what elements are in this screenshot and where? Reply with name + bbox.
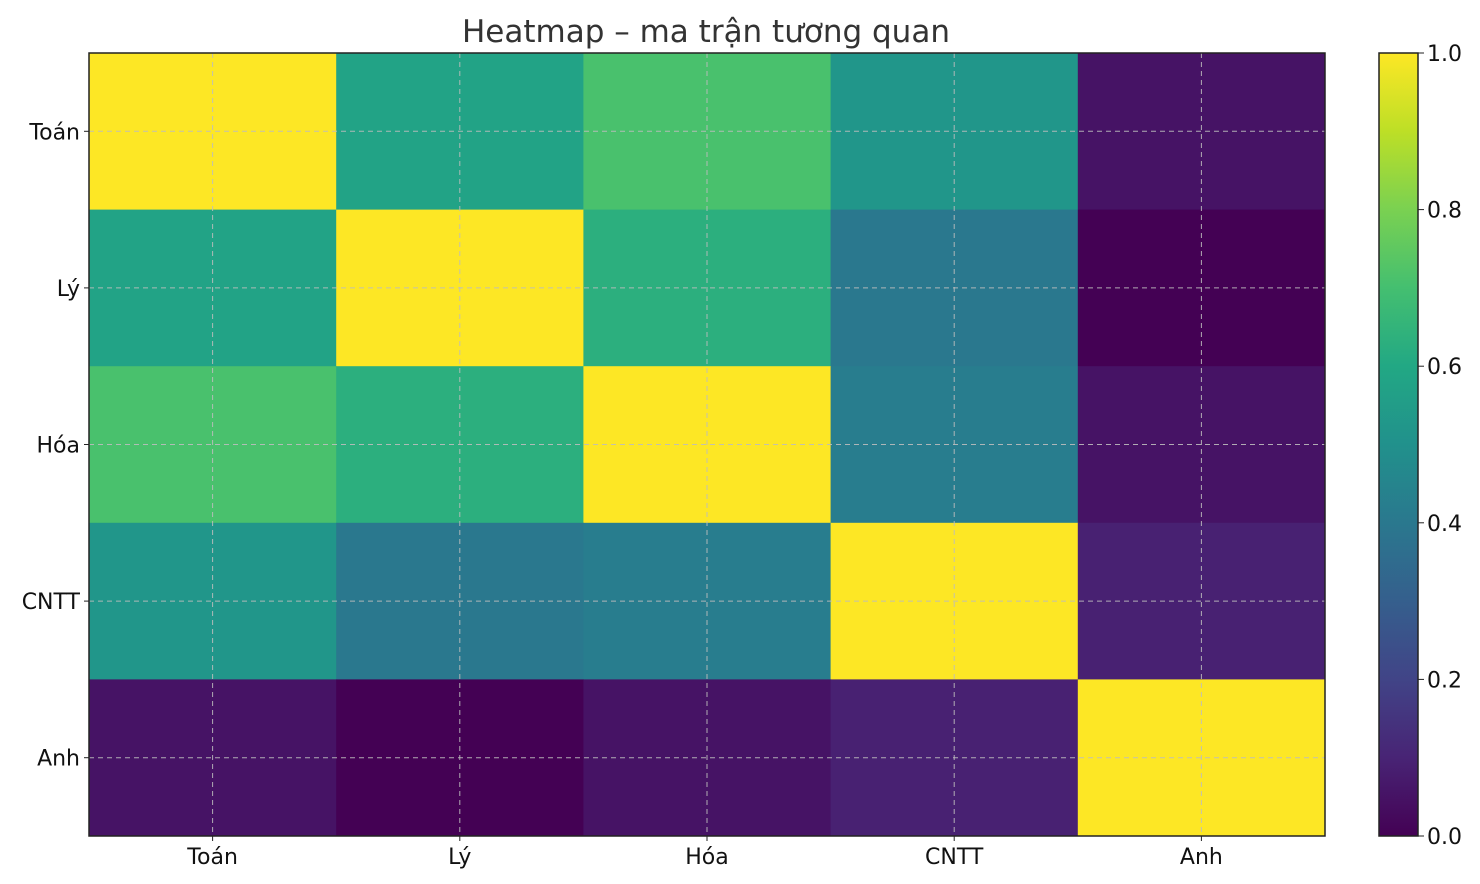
y-tick-label: Lý: [57, 277, 80, 302]
x-tick-label: CNTT: [925, 845, 984, 870]
colorbar-tick-label: 0.4: [1427, 512, 1462, 537]
colorbar-tick-label: 0.2: [1427, 668, 1462, 693]
colorbar-tick-label: 0.6: [1427, 355, 1462, 380]
y-tick-label: Hóa: [37, 434, 80, 459]
colorbar-gradient: [1378, 52, 1419, 837]
x-tick-label: Toán: [186, 845, 238, 870]
colorbar-tick-label: 1.0: [1427, 42, 1462, 67]
x-tick-label: Anh: [1180, 845, 1223, 870]
y-tick-label: Anh: [37, 747, 80, 772]
y-tick-label: CNTT: [22, 590, 81, 615]
y-axis: Toán Lý Hóa CNTT Anh: [22, 120, 89, 772]
x-axis: Toán Lý Hóa CNTT Anh: [186, 836, 1223, 870]
x-tick-label: Hóa: [685, 845, 728, 870]
chart-title: Heatmap – ma trận tương quan: [462, 14, 950, 50]
colorbar-tick-label: 0.8: [1427, 199, 1462, 224]
colorbar-tick-label: 0.0: [1427, 825, 1462, 850]
grid-lines: [89, 53, 1325, 836]
x-tick-label: Lý: [448, 845, 471, 870]
y-tick-label: Toán: [28, 120, 80, 145]
colorbar: 0.0 0.2 0.4 0.6 0.8 1.0: [1378, 42, 1462, 850]
